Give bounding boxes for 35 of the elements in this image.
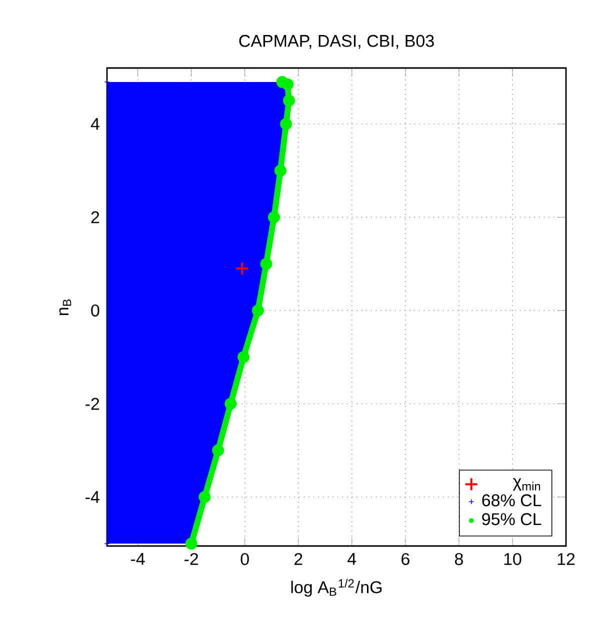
legend-label: 95% CL bbox=[482, 513, 542, 526]
chart-title: CAPMAP, DASI, CBI, B03 bbox=[239, 34, 434, 49]
point bbox=[104, 79, 110, 85]
y-tick-label: -4 bbox=[86, 491, 100, 503]
point bbox=[274, 164, 286, 177]
x-tick-label: 10 bbox=[504, 553, 522, 566]
point bbox=[282, 94, 295, 107]
x-tick-label: 2 bbox=[294, 553, 302, 565]
point bbox=[104, 540, 110, 546]
x-tick-label: 12 bbox=[558, 553, 575, 565]
x-axis-title: log A$_{B}$$^{1/2}$/nG bbox=[291, 578, 382, 597]
point bbox=[260, 258, 272, 270]
point bbox=[212, 444, 224, 456]
point bbox=[224, 398, 237, 410]
x-tick-label: 6 bbox=[402, 553, 410, 566]
point bbox=[268, 211, 280, 224]
x-tick-label: 0 bbox=[240, 553, 249, 566]
point bbox=[280, 118, 292, 130]
point bbox=[235, 262, 250, 276]
x-tick-label: 4 bbox=[348, 553, 356, 565]
y-tick-label: 4 bbox=[90, 118, 100, 130]
point bbox=[237, 351, 250, 364]
legend-label: χ$_{min}$ bbox=[512, 478, 540, 491]
x-tick-label: -2 bbox=[184, 553, 198, 565]
point bbox=[252, 304, 264, 316]
point bbox=[276, 76, 288, 88]
y-tick-label: 2 bbox=[91, 211, 100, 224]
point bbox=[185, 538, 198, 550]
point bbox=[198, 491, 211, 504]
y-tick-label: 0 bbox=[91, 304, 100, 317]
legend-label: 68% CL bbox=[482, 494, 542, 506]
x-tick-label: -4 bbox=[130, 553, 145, 565]
x-tick-label: 8 bbox=[454, 553, 463, 566]
y-axis-title: n$_{B}$ bbox=[59, 299, 72, 316]
y-tick-label: -2 bbox=[86, 398, 100, 410]
